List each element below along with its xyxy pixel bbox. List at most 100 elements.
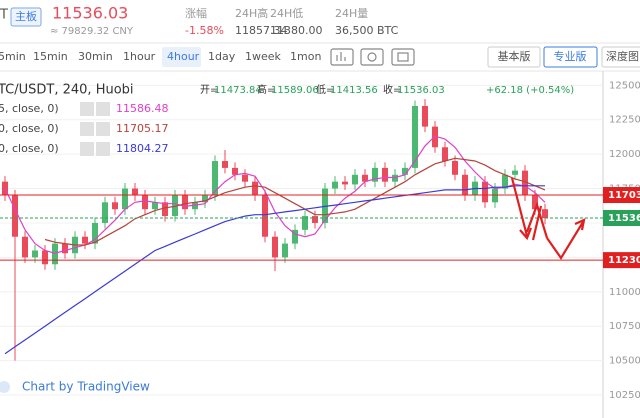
cny-price: ≈ 79829.32 CNY: [50, 26, 134, 37]
price-tag: [603, 187, 640, 204]
active-tab-bg: [162, 47, 201, 67]
candle-body: [252, 181, 258, 196]
plot: 11703. 11536. 11230.: [0, 99, 640, 361]
candle-body: [402, 167, 408, 175]
candle-body: [232, 167, 238, 175]
ma-line: [44, 157, 546, 246]
candle-body: [322, 188, 328, 223]
stat-label: 涨幅: [185, 7, 207, 20]
version-tab[interactable]: 基本版: [498, 49, 531, 63]
candle-body: [362, 174, 368, 182]
candle-body: [52, 243, 58, 265]
change: +62.18 (+0.54%): [486, 85, 574, 96]
y-tick-label: 10500: [609, 356, 640, 367]
stat-value: 11380.00: [270, 24, 323, 37]
candle-body: [132, 188, 138, 196]
candle-body: [392, 174, 398, 182]
badge-box: [10, 7, 42, 27]
interval-tab[interactable]: 30min: [78, 50, 113, 63]
candle-body: [112, 202, 118, 210]
price-tag: [603, 210, 640, 227]
ma-value: 11804.27: [116, 142, 169, 155]
candle-body: [142, 195, 148, 210]
version-tab[interactable]: 深度图: [606, 49, 639, 63]
ohlc-value: 11589.06: [271, 85, 319, 96]
version-box[interactable]: [543, 46, 598, 68]
ma-name: 0, close, 0): [0, 122, 59, 135]
candle-body: [382, 167, 388, 182]
ma-tool[interactable]: [80, 102, 94, 116]
ma-tool[interactable]: [96, 142, 110, 156]
candle-body: [532, 195, 538, 210]
candle-body: [412, 105, 418, 168]
ma-tool[interactable]: [96, 122, 110, 136]
price-tag: [603, 252, 640, 269]
interval-tab[interactable]: 4hour: [167, 50, 200, 63]
interval-tab[interactable]: 1hour: [123, 50, 156, 63]
candle-body: [152, 202, 158, 210]
stat-label: 24H量: [335, 7, 368, 20]
credit-logo: [0, 381, 10, 393]
candle-body: [542, 209, 548, 218]
candle-body: [182, 195, 188, 210]
ma-tool[interactable]: [96, 102, 110, 116]
interval-tab[interactable]: 1mon: [290, 50, 321, 63]
version-tab[interactable]: 专业版: [554, 49, 587, 63]
ohlc-label: 收=: [383, 83, 401, 96]
ohlc-value: 11536.03: [397, 85, 445, 96]
candle-body: [502, 174, 508, 189]
candle-body: [202, 195, 208, 203]
ma-name: 5, close, 0): [0, 102, 59, 115]
ohlc-value: 11473.84: [214, 85, 262, 96]
ma-line: [4, 135, 546, 254]
ohlc-label: 低=: [316, 83, 334, 96]
candle-body: [282, 243, 288, 258]
candle-body: [352, 174, 358, 185]
candle-body: [262, 195, 268, 237]
ma-name: 0, close, 0): [0, 142, 59, 155]
candle-body: [452, 161, 458, 175]
legend: TC/USDT, 240, Huobi 开=11473.84高=11589.06低…: [0, 83, 574, 156]
candle-body: [162, 202, 168, 217]
stat-value: -1.58%: [185, 24, 224, 37]
ma-value: 11586.48: [116, 102, 169, 115]
candle-body: [42, 250, 48, 265]
interval-tab[interactable]: 5min: [0, 50, 26, 63]
y-tick-label: 10750: [609, 321, 640, 332]
candle-body: [522, 170, 528, 196]
interval-tab[interactable]: 15min: [33, 50, 68, 63]
candle-body: [212, 161, 218, 196]
interval-tab[interactable]: 1day: [208, 50, 236, 63]
price-tag-label: 11536.: [608, 213, 640, 224]
ma-tool[interactable]: [80, 122, 94, 136]
candle-body: [82, 236, 88, 244]
candle-body: [302, 216, 308, 230]
candle-body: [372, 167, 378, 182]
candle-body: [62, 243, 68, 254]
version-box[interactable]: [487, 46, 541, 68]
last-price: 11536.03: [52, 4, 128, 23]
y-tick-label: 12500: [609, 80, 640, 91]
ohlc-label: 高=: [257, 83, 275, 96]
candle-body: [422, 105, 428, 127]
annotation-arrows: [510, 177, 586, 261]
candle-body: [102, 202, 108, 223]
y-tick-label: 12000: [609, 149, 640, 160]
stat-label: 24H低: [270, 7, 303, 20]
tool-icons: [330, 48, 415, 66]
version-box[interactable]: [601, 46, 640, 68]
candle-body: [22, 236, 28, 258]
credit[interactable]: Chart by TradingView: [22, 380, 150, 394]
interval-tab[interactable]: 1week: [245, 50, 282, 63]
candle-body: [32, 250, 38, 258]
badge: 主板: [15, 9, 37, 23]
candle-body: [442, 147, 448, 162]
candle-body: [172, 195, 178, 217]
price-tag-label: 11703.: [608, 190, 640, 201]
ma-tool[interactable]: [80, 142, 94, 156]
candle-body: [242, 174, 248, 182]
ohlc-value: 11413.56: [330, 85, 378, 96]
candle-body: [192, 202, 198, 210]
candle-body: [292, 229, 298, 244]
